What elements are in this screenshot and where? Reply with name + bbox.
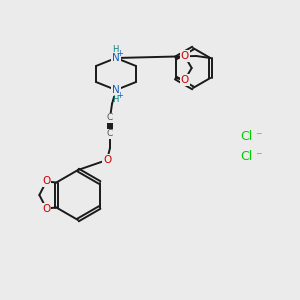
Text: O: O	[181, 51, 189, 61]
Text: H: H	[112, 94, 118, 103]
Text: O: O	[42, 176, 50, 187]
Text: C: C	[107, 130, 113, 139]
Text: C: C	[107, 113, 113, 122]
Text: N: N	[112, 85, 120, 95]
Text: ⁻: ⁻	[255, 151, 262, 164]
Text: +: +	[117, 91, 123, 100]
Text: ⁻: ⁻	[255, 130, 262, 143]
Text: Cl: Cl	[240, 151, 252, 164]
Text: Cl: Cl	[240, 130, 252, 143]
Text: O: O	[42, 203, 50, 214]
Text: H: H	[112, 44, 118, 53]
Text: O: O	[181, 75, 189, 85]
Text: N: N	[112, 53, 120, 63]
Text: +: +	[117, 49, 123, 58]
Text: O: O	[103, 155, 111, 165]
